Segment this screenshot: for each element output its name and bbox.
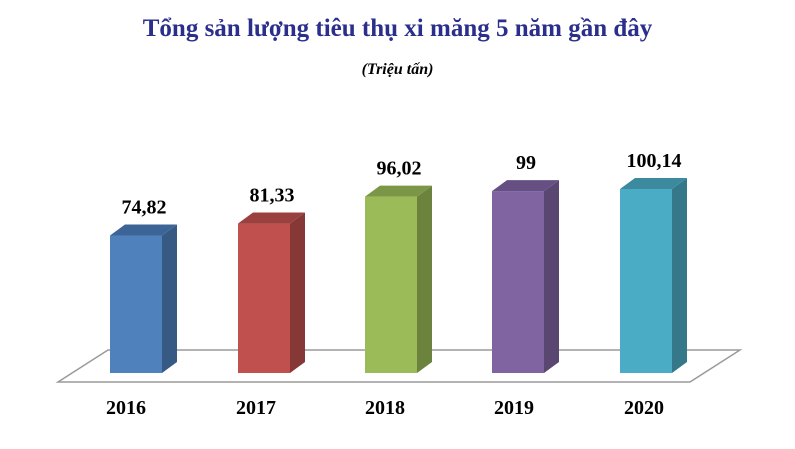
bar-front-face	[238, 223, 290, 373]
category-label-2019: 2019	[494, 397, 534, 419]
value-label-2017: 81,33	[250, 185, 295, 207]
value-label-2019: 99	[516, 152, 536, 174]
category-label-2016: 2016	[106, 397, 146, 419]
value-label-2016: 74,82	[122, 197, 167, 219]
category-label-2018: 2018	[365, 397, 405, 419]
chart-title: Tổng sản lượng tiêu thụ xi măng 5 năm gầ…	[142, 15, 653, 42]
bar-top-face	[365, 185, 432, 197]
bars	[110, 178, 687, 373]
bar-top-face	[110, 224, 177, 236]
bar-2018	[365, 185, 432, 373]
bar-2020	[620, 178, 687, 373]
value-label-2020: 100,14	[627, 150, 682, 172]
category-label-2020: 2020	[624, 397, 664, 419]
category-label-2017: 2017	[236, 397, 276, 419]
bar-front-face	[492, 191, 544, 373]
bar-2017	[238, 212, 305, 373]
bar-side-face	[290, 212, 305, 373]
bar-side-face	[417, 185, 432, 373]
bar-side-face	[672, 178, 687, 373]
bar-front-face	[110, 235, 162, 373]
chart-subtitle: (Triệu tấn)	[361, 61, 434, 78]
bar-top-face	[238, 212, 305, 224]
bar-front-face	[620, 189, 672, 373]
bar-top-face	[492, 180, 559, 192]
bar-side-face	[162, 224, 177, 373]
bar-2016	[110, 224, 177, 373]
value-labels: 74,82 81,33 96,02 99 100,14	[122, 150, 682, 219]
bar-2019	[492, 180, 559, 373]
bar-front-face	[365, 196, 417, 373]
value-label-2018: 96,02	[377, 158, 422, 180]
category-labels: 2016 2017 2018 2019 2020	[106, 397, 664, 419]
bar-top-face	[620, 178, 687, 189]
bar-side-face	[544, 180, 559, 373]
